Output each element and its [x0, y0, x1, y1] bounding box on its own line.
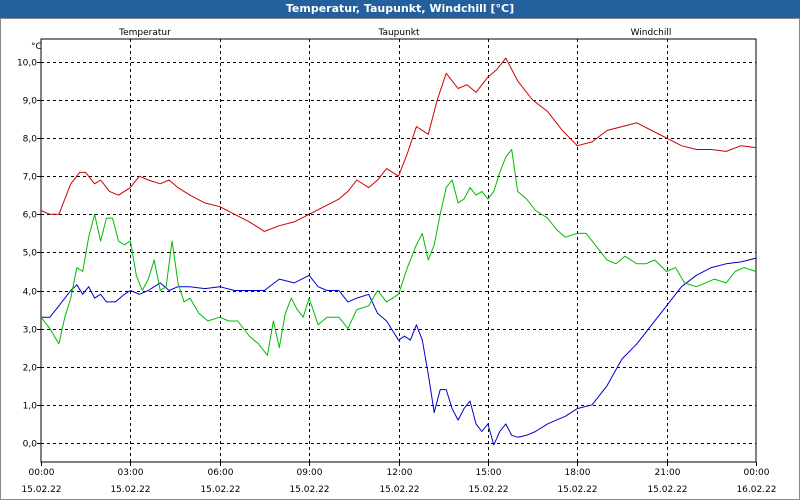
x-tick-date-label: 15.02.22: [289, 485, 329, 495]
y-tick-label: 2,0: [23, 364, 38, 374]
x-tick-time-label: 12:00: [387, 468, 413, 478]
x-tick-date-label: 15.02.22: [557, 485, 597, 495]
y-tick-label: 0,0: [23, 440, 38, 450]
legend-taupunkt: Taupunkt: [377, 28, 420, 38]
x-tick-date-label: 15.02.22: [468, 485, 508, 495]
x-tick-time-label: 06:00: [208, 468, 234, 478]
x-tick-time-label: 15:00: [476, 468, 502, 478]
plot-area-border: [40, 38, 757, 463]
y-tick-label: 6,0: [23, 211, 38, 221]
y-tick-label: 9,0: [23, 97, 38, 107]
y-tick-label: 10,0: [17, 59, 37, 69]
x-tick-time-label: 00:00: [744, 468, 770, 478]
axes: 0,0 1,0 2,0 3,0 4,0 5,0 6,0 7,0 8,0 9,0 10,0 00:00 1…: [17, 59, 777, 496]
series-lines: [40, 57, 757, 446]
x-tick-time-label: 21:00: [655, 468, 681, 478]
chart-title: Temperatur, Taupunkt, Windchill [°C]: [0, 0, 800, 18]
x-tick-date-label: 15.02.22: [379, 485, 419, 495]
legend-windchill: Windchill: [631, 28, 672, 38]
line-chart: 0,0 1,0 2,0 3,0 4,0 5,0 6,0 7,0 8,0 9,0 10,0 00:00 1…: [17, 28, 777, 496]
legend-temperatur: Temperatur: [118, 28, 171, 38]
x-tick-date-label: 15.02.22: [647, 485, 687, 495]
x-tick-date-label: 15.02.22: [200, 485, 240, 495]
y-axis-unit-label: °C: [31, 42, 42, 52]
y-tick-label: 8,0: [23, 135, 38, 145]
chart-frame: 0,0 1,0 2,0 3,0 4,0 5,0 6,0 7,0 8,0 9,0 10,0 00:00 1…: [0, 18, 800, 500]
x-tick-date-label: 16.02.22: [736, 485, 776, 495]
x-tick-time-label: 00:00: [29, 468, 55, 478]
x-tick-time-label: 03:00: [118, 468, 144, 478]
x-tick-time-label: 09:00: [297, 468, 323, 478]
grid: [40, 38, 757, 463]
y-tick-label: 1,0: [23, 402, 38, 412]
y-tick-label: 3,0: [23, 326, 38, 336]
x-tick-date-label: 15.02.22: [110, 485, 150, 495]
series-line-temperatur: [40, 57, 757, 232]
series-line-windchill: [40, 149, 757, 356]
y-tick-label: 4,0: [23, 288, 38, 298]
series-line-taupunkt: [41, 257, 757, 446]
y-tick-label: 5,0: [23, 249, 38, 259]
y-tick-label: 7,0: [23, 173, 38, 183]
x-tick-date-label: 15.02.22: [21, 485, 61, 495]
x-tick-time-label: 18:00: [565, 468, 591, 478]
